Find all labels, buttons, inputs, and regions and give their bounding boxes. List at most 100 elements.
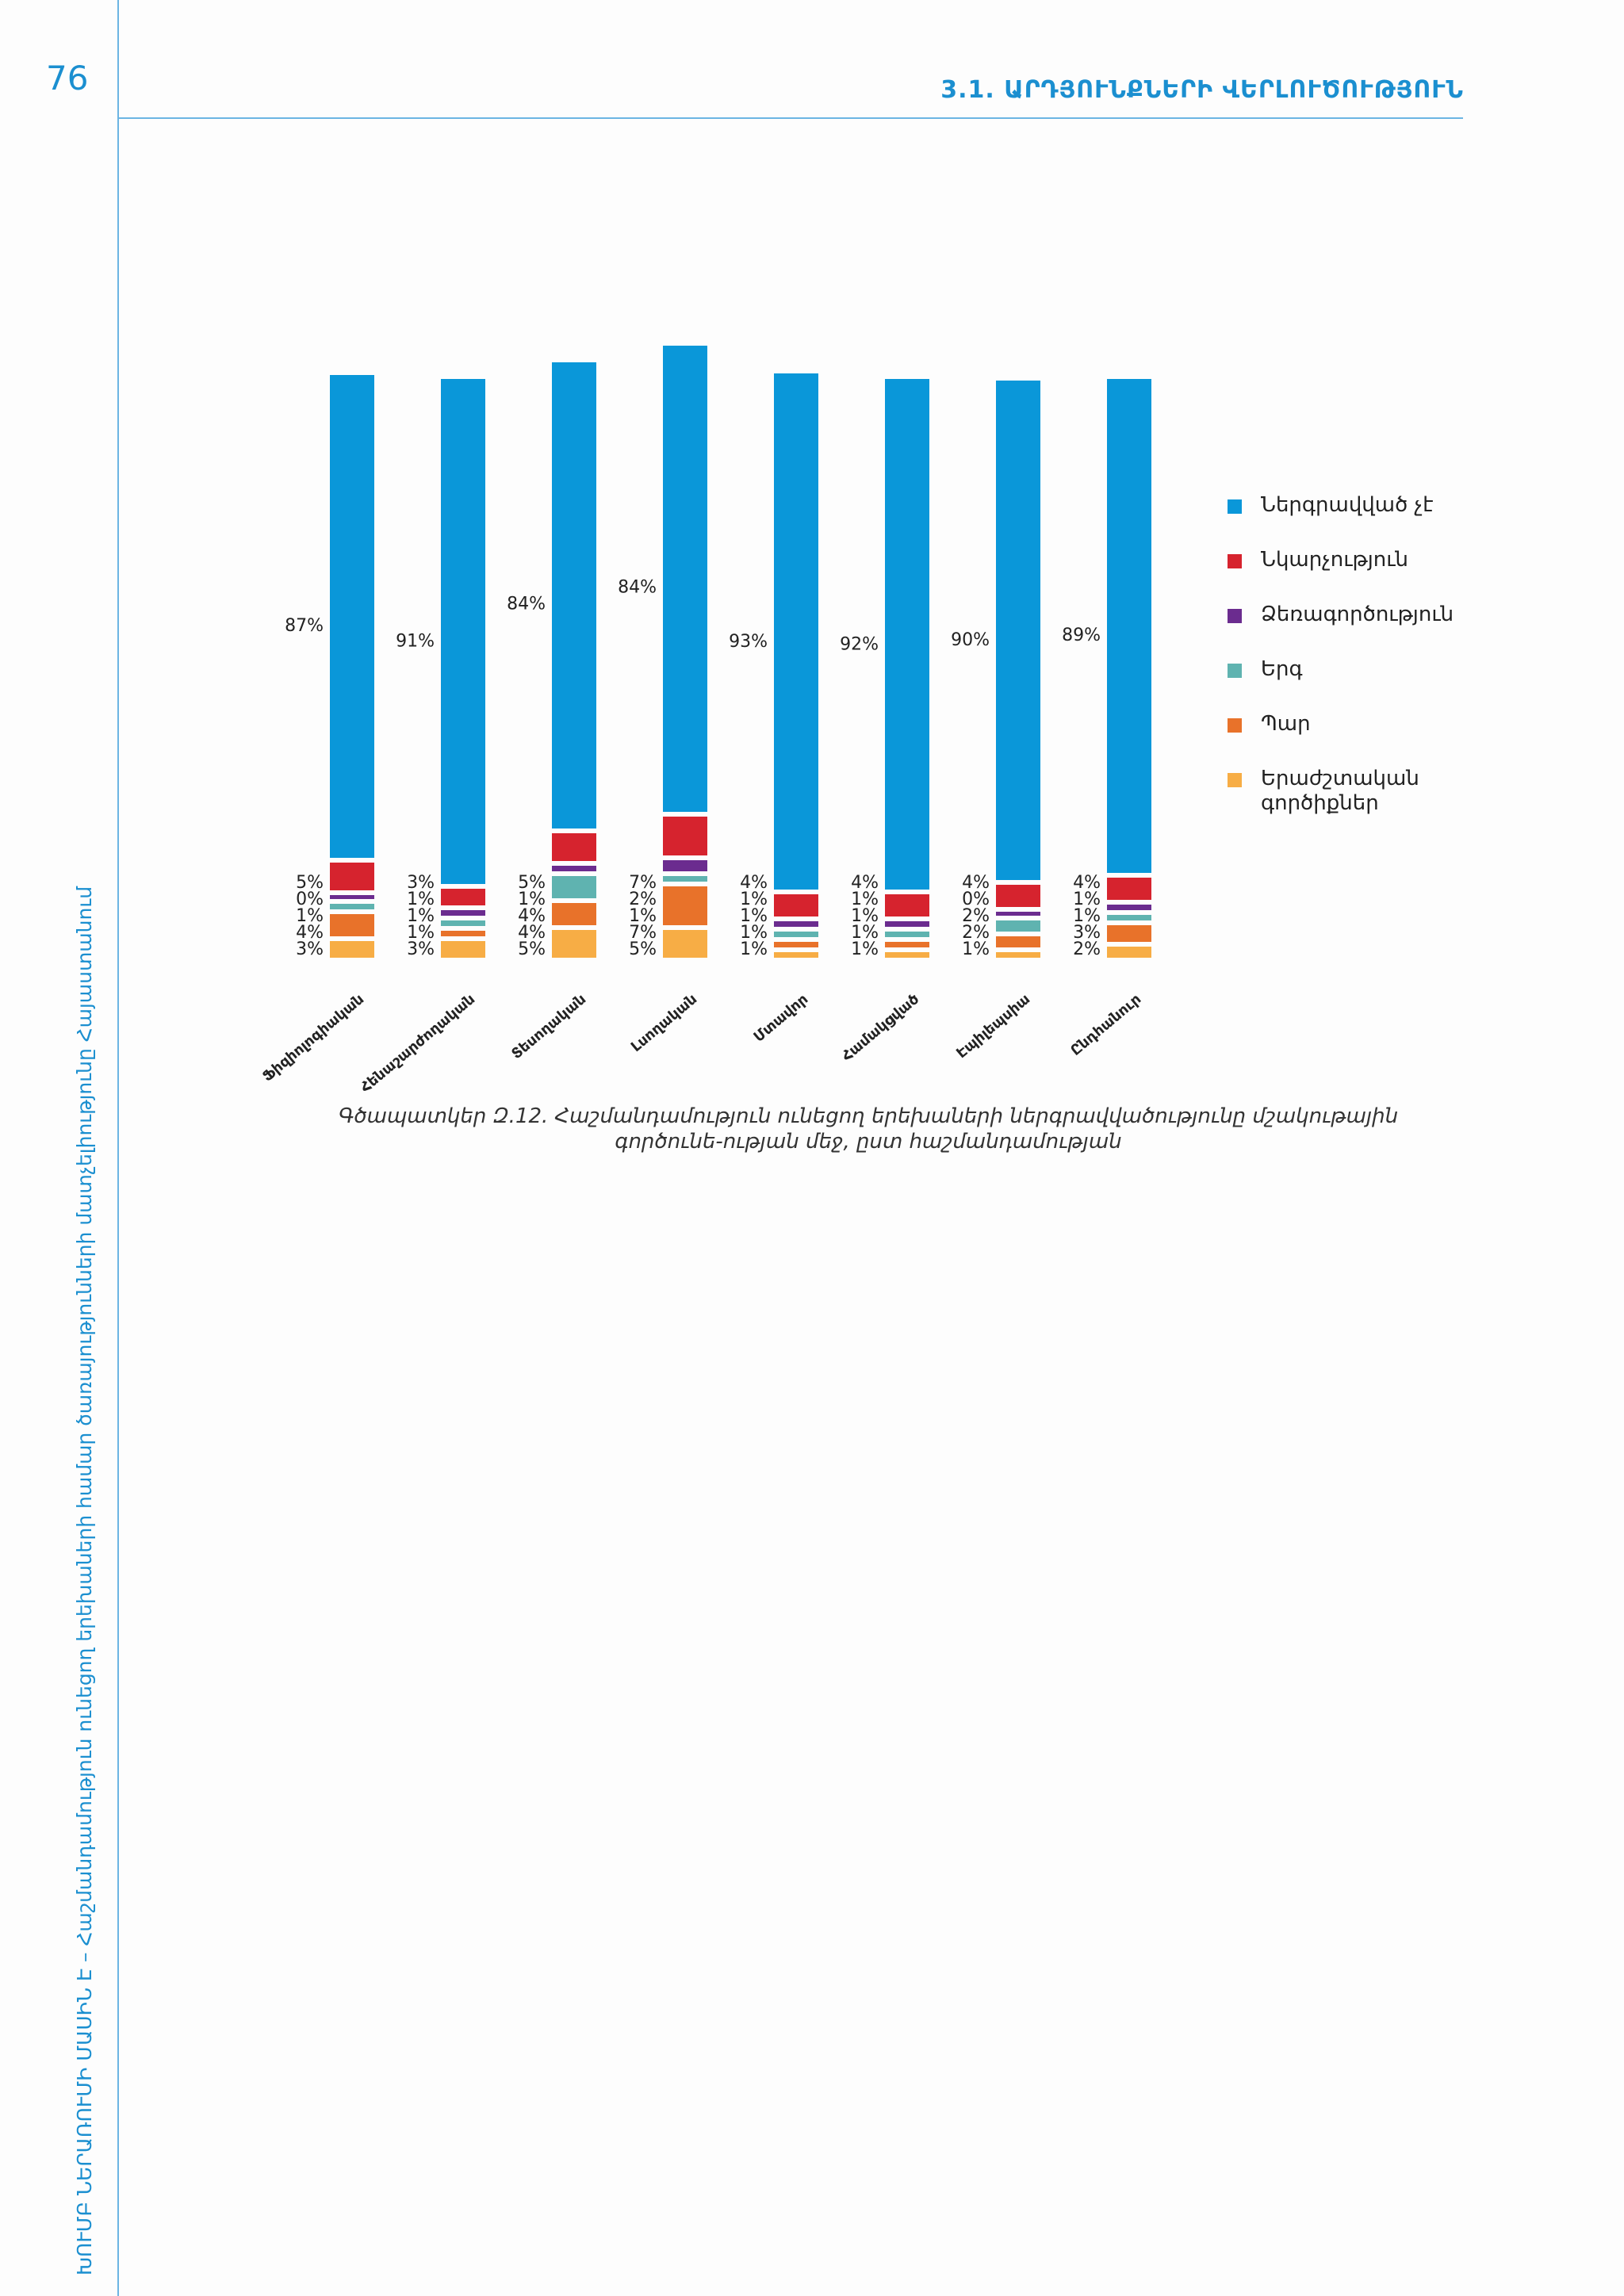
bar-value-label: 89% <box>1062 626 1101 645</box>
bar-segment <box>552 903 596 925</box>
category-label: Ֆիզիոլոգիական <box>259 991 367 1085</box>
bar-value-label: 1% <box>740 906 768 926</box>
bar-segment <box>663 930 707 958</box>
bar-segment <box>552 866 596 871</box>
bar-segment <box>330 914 374 936</box>
bar-segment <box>774 932 818 937</box>
legend-swatch <box>1228 664 1242 678</box>
bar-value-label: 5% <box>518 939 546 959</box>
category-label: Տեսողական <box>508 991 589 1062</box>
bar-segment <box>885 952 929 958</box>
bar-value-label: 7% <box>629 873 657 893</box>
bar-segment <box>774 942 818 947</box>
bar-segment <box>330 941 374 958</box>
legend-swatch <box>1228 609 1242 623</box>
bar-segment <box>885 921 929 927</box>
category-label: Մտավոր <box>751 991 812 1046</box>
legend-swatch <box>1228 499 1242 514</box>
bar-value-label: 1% <box>740 923 768 943</box>
legend-label: Ձեռագործություն <box>1261 603 1454 626</box>
bar-segment <box>1107 905 1151 910</box>
bar-segment <box>1107 878 1151 900</box>
bar-value-label: 4% <box>962 873 990 893</box>
bar-value-label: 7% <box>629 923 657 943</box>
bar-segment <box>996 920 1040 932</box>
bar-segment <box>774 373 818 890</box>
bar-segment <box>441 379 485 884</box>
header-divider-horizontal <box>119 117 1463 119</box>
bar-segment <box>996 381 1040 880</box>
figure-caption: Գծապատկեր Զ.12. Հաշմանդամություն ունեցող… <box>338 1104 1399 1154</box>
bar-value-label: 1% <box>407 923 435 943</box>
bar-value-label: 4% <box>1073 873 1101 893</box>
legend-label: Երգ <box>1261 657 1303 681</box>
bar-value-label: 93% <box>729 632 768 652</box>
bar-value-label: 1% <box>629 906 657 926</box>
legend-swatch <box>1228 554 1242 568</box>
bar-value-label: 4% <box>518 906 546 926</box>
bar-value-label: 0% <box>962 890 990 909</box>
bar-segment <box>441 931 485 936</box>
bar-value-label: 2% <box>962 906 990 926</box>
bar-segment <box>552 362 596 828</box>
legend-label: Երաժշտական գործիքներ <box>1261 767 1419 815</box>
bar-segment <box>774 894 818 916</box>
bar-segment <box>552 876 596 898</box>
bar-segment <box>663 876 707 882</box>
bar-value-label: 2% <box>629 890 657 909</box>
chart-bars <box>330 346 1151 958</box>
bar-segment <box>330 375 374 858</box>
bar-segment <box>441 941 485 958</box>
legend-item: Ձեռագործություն <box>1228 603 1465 627</box>
bar-value-label: 5% <box>296 873 324 893</box>
bar-value-label: 1% <box>851 890 879 909</box>
bar-value-label: 90% <box>951 630 990 650</box>
bar-segment <box>885 932 929 937</box>
bar-segment <box>330 863 374 890</box>
legend-item: Երաժշտական գործիքներ <box>1228 767 1465 816</box>
category-label: Լսողական <box>628 991 700 1055</box>
bar-value-label: 1% <box>407 906 435 926</box>
legend-label: Պար <box>1261 712 1311 736</box>
bar-value-label: 3% <box>407 939 435 959</box>
bar-value-label: 3% <box>296 939 324 959</box>
bar-segment <box>441 910 485 916</box>
bar-value-label: 1% <box>518 890 546 909</box>
bar-segment <box>996 912 1040 916</box>
legend-item: Ներգրավված չէ <box>1228 493 1465 518</box>
bar-value-label: 91% <box>396 632 435 652</box>
bar-value-label: 1% <box>1073 890 1101 909</box>
bar-value-label: 1% <box>851 906 879 926</box>
bar-value-label: 1% <box>740 890 768 909</box>
bar-value-label: 5% <box>629 939 657 959</box>
category-label: Ընդհանուր <box>1067 991 1144 1059</box>
margin-divider-vertical <box>117 0 119 2296</box>
bar-segment <box>1107 915 1151 920</box>
legend-label: Նկարչություն <box>1261 548 1409 572</box>
legend-item: Երգ <box>1228 657 1465 682</box>
bar-segment <box>663 860 707 871</box>
bar-value-label: 1% <box>851 939 879 959</box>
bar-value-label: 84% <box>507 595 546 614</box>
bar-segment <box>1107 947 1151 958</box>
category-label: Համակցված <box>839 991 923 1065</box>
legend-label: Ներգրավված չէ <box>1261 493 1434 517</box>
bar-segment <box>1107 379 1151 873</box>
bar-segment <box>663 346 707 812</box>
bar-segment <box>885 379 929 890</box>
bar-segment <box>441 920 485 926</box>
bar-value-label: 4% <box>740 873 768 893</box>
bar-segment <box>663 886 707 925</box>
legend-swatch <box>1228 773 1242 787</box>
bar-value-label: 4% <box>851 873 879 893</box>
chart-legend: Ներգրավված չէ Նկարչություն Ձեռագործություն… <box>1228 493 1465 846</box>
bar-segment <box>552 833 596 861</box>
bar-value-label: 3% <box>407 873 435 893</box>
category-label: Էպիլեպսիա <box>953 991 1033 1062</box>
legend-item: Պար <box>1228 712 1465 737</box>
bar-value-label: 1% <box>1073 906 1101 926</box>
legend-item: Նկարչություն <box>1228 548 1465 572</box>
bar-value-label: 1% <box>740 939 768 959</box>
bar-segment <box>330 904 374 909</box>
